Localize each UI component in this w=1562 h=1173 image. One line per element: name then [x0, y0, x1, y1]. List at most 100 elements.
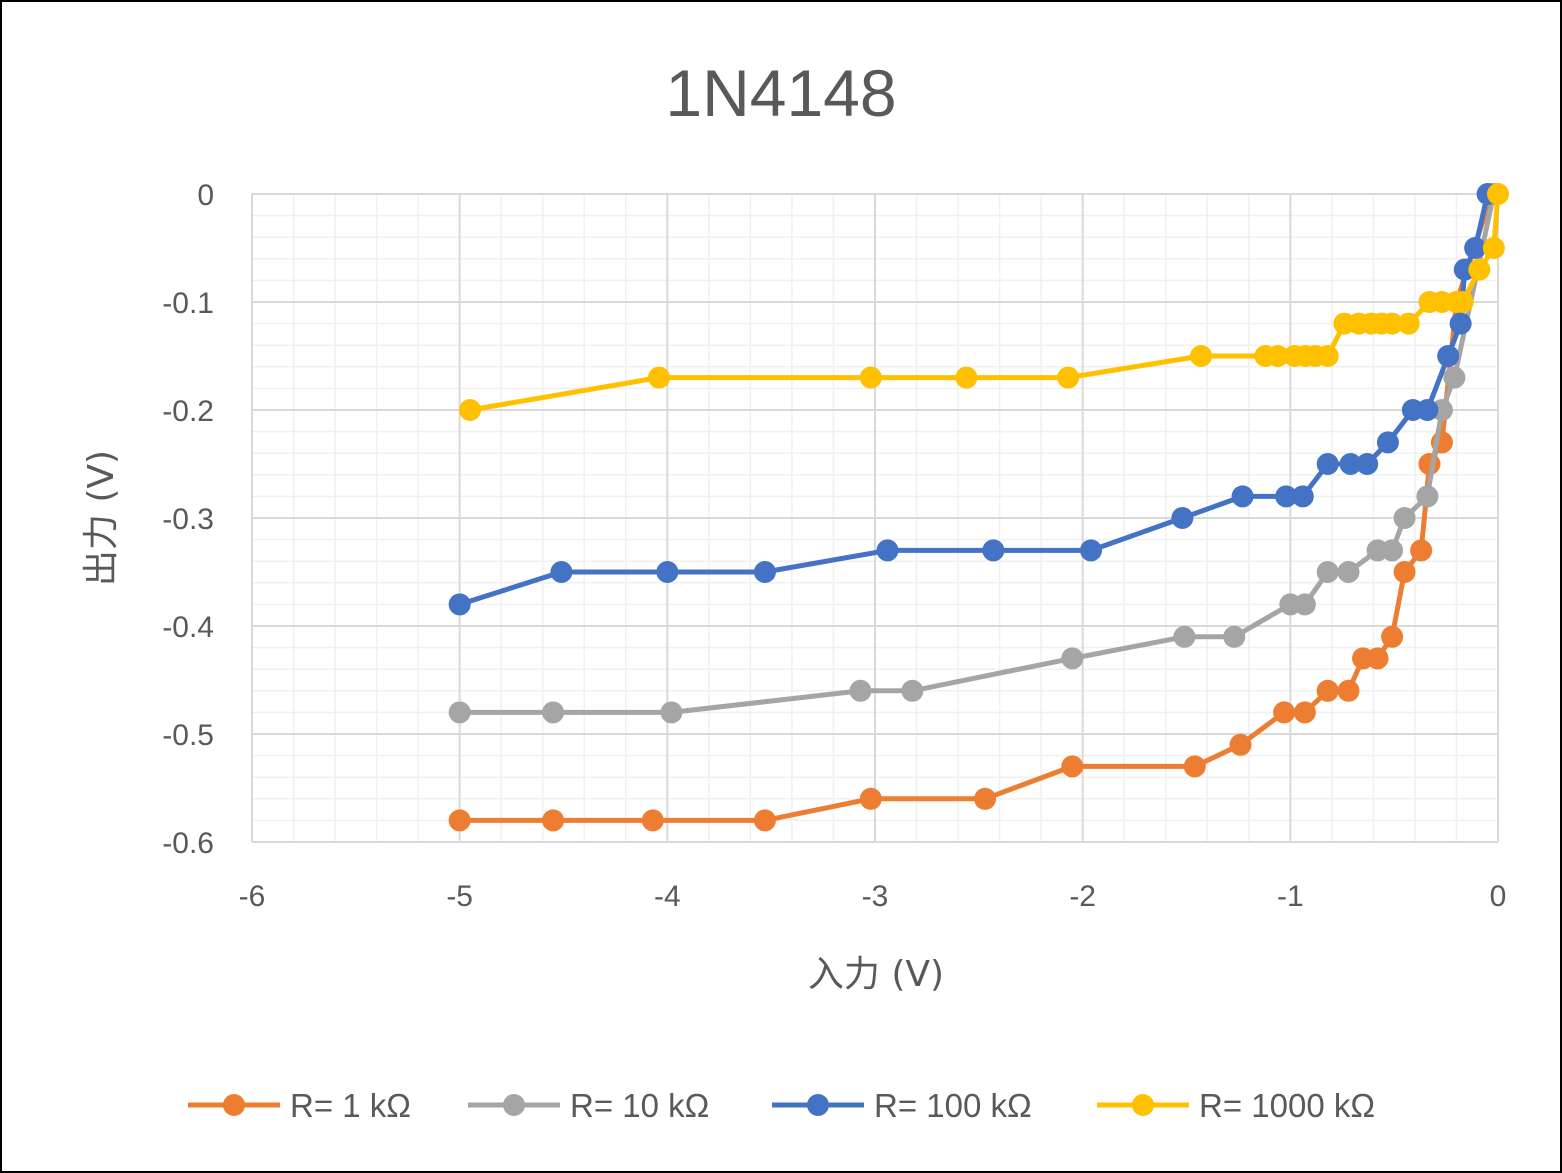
y-tick-label: -0.5 — [162, 719, 214, 752]
data-point — [648, 366, 671, 389]
series-line — [457, 191, 1495, 823]
data-point — [1487, 183, 1509, 205]
data-point — [1231, 485, 1254, 508]
y-tick-label: -0.1 — [162, 287, 214, 320]
series-layer — [448, 183, 1509, 832]
legend-item: R= 1 kΩ — [188, 1087, 411, 1124]
y-tick-label: 0 — [197, 179, 214, 212]
y-tick-label: -0.3 — [162, 503, 214, 536]
data-point — [1451, 291, 1474, 313]
data-point — [1273, 701, 1296, 724]
data-point — [1482, 237, 1505, 259]
data-point — [448, 593, 471, 616]
legend-marker — [807, 1094, 829, 1116]
data-point — [1316, 345, 1339, 367]
legend-label: R= 1000 kΩ — [1199, 1087, 1375, 1124]
data-point — [1449, 312, 1472, 335]
data-point — [1223, 625, 1246, 648]
data-point — [955, 366, 978, 389]
x-tick-label: -6 — [239, 880, 266, 913]
series-line — [457, 191, 1491, 607]
data-point — [982, 539, 1005, 562]
data-point — [1376, 431, 1399, 454]
data-point — [1437, 345, 1460, 367]
data-point — [1183, 755, 1206, 778]
y-tick-label: -0.2 — [162, 395, 214, 428]
data-point — [1316, 679, 1339, 702]
y-tick-label: -0.6 — [162, 827, 214, 860]
data-point — [1366, 647, 1389, 670]
data-point — [1171, 507, 1194, 529]
data-point — [1410, 539, 1433, 562]
data-point — [1464, 237, 1487, 259]
legend-item: R= 1000 kΩ — [1097, 1087, 1375, 1124]
data-point — [542, 809, 565, 832]
data-point — [1416, 485, 1439, 508]
data-point — [901, 679, 924, 702]
data-point — [849, 679, 872, 702]
legend-label: R= 10 kΩ — [570, 1087, 709, 1124]
x-tick-label: -5 — [446, 880, 473, 913]
data-point — [876, 539, 899, 562]
data-point — [1291, 485, 1314, 508]
x-tick-label: 0 — [1490, 880, 1507, 913]
legend-label: R= 100 kΩ — [874, 1087, 1032, 1124]
x-tick-label: -2 — [1069, 880, 1096, 913]
data-point — [1229, 733, 1252, 756]
data-point — [542, 701, 565, 724]
x-tick-label: -4 — [654, 880, 681, 913]
data-point — [459, 399, 482, 421]
data-point — [1381, 312, 1404, 335]
y-tick-label: -0.4 — [162, 611, 214, 644]
data-point — [1393, 561, 1416, 583]
x-tick-label: -1 — [1277, 880, 1304, 913]
y-axis-title: 出力 (V) — [81, 450, 122, 586]
major-gridlines — [251, 193, 1499, 843]
data-point — [1393, 507, 1416, 529]
legend-item: R= 10 kΩ — [468, 1087, 709, 1124]
x-axis-title: 入力 (V) — [808, 954, 944, 995]
data-point — [1190, 345, 1213, 367]
data-point — [1057, 366, 1080, 389]
legend-item: R= 100 kΩ — [772, 1087, 1032, 1124]
data-point — [974, 787, 997, 810]
data-point — [1293, 701, 1316, 724]
data-point — [859, 366, 882, 389]
legend-marker — [223, 1094, 245, 1116]
data-point — [1397, 312, 1420, 335]
data-point — [1275, 485, 1298, 508]
data-point — [448, 809, 471, 832]
data-point — [1356, 453, 1379, 475]
data-point — [1079, 539, 1102, 562]
data-point — [448, 701, 471, 724]
legend: R= 1 kΩ R= 10 kΩ R= 100 kΩ R= 1000 kΩ — [188, 1087, 1375, 1124]
legend-marker — [503, 1094, 525, 1116]
data-point — [1381, 539, 1404, 562]
data-point — [1293, 593, 1316, 616]
data-point — [1061, 647, 1084, 670]
data-point — [1443, 366, 1466, 389]
data-point — [641, 809, 664, 832]
data-point — [550, 561, 573, 583]
data-point — [1468, 258, 1491, 281]
x-tick-label: -3 — [862, 880, 889, 913]
data-point — [656, 561, 679, 583]
data-point — [1061, 755, 1084, 778]
data-point — [660, 701, 683, 724]
legend-label: R= 1 kΩ — [290, 1087, 411, 1124]
data-point — [753, 561, 776, 583]
data-point — [1173, 625, 1196, 648]
data-point — [1339, 453, 1362, 475]
data-point — [1381, 625, 1404, 648]
data-point — [1266, 345, 1289, 367]
data-point — [859, 787, 882, 810]
data-point — [1337, 561, 1360, 583]
y-axis-ticks: 0 -0.1 -0.2 -0.3 -0.4 -0.5 -0.6 — [162, 179, 214, 860]
x-axis-ticks: -6 -5 -4 -3 -2 -1 0 — [239, 880, 1507, 913]
data-point — [1337, 679, 1360, 702]
chart-title: 1N4148 — [665, 56, 896, 130]
data-point — [1416, 399, 1439, 421]
series-2 — [448, 183, 1505, 724]
